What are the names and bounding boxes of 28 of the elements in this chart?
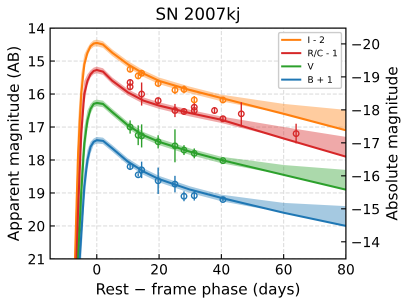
y2-tick-label: −15 [352,204,379,214]
y-tick-label: 16 [29,88,44,100]
y-tick-label: 18 [29,154,44,166]
legend-label: B + 1 [308,76,332,83]
y2-tick-label: −19 [352,72,380,82]
legend-label: V [308,62,314,70]
y-tick-label: 19 [29,188,44,198]
y-axis-title: Apparent magnitude (AB) [7,47,22,242]
y2-tick-label: −16 [352,170,380,182]
x-tick-label: 0 [93,264,100,275]
y-tick-label: 21 [28,254,44,264]
chart-title: SN 2007kj [156,7,239,24]
y2-tick-label: −20 [352,38,380,50]
y2-tick-label: −14 [352,236,380,248]
y-tick-label: 14 [29,23,44,34]
x-tick-label: 60 [276,264,292,275]
x-tick-label: 80 [338,264,354,275]
y2-tick-label: −18 [352,104,380,116]
y2-axis-title: Absolute magnitude [386,67,400,221]
legend-label: R/C - 1 [308,50,337,58]
y-tick-label: 15 [29,56,44,67]
x-tick-label: 20 [151,264,167,275]
legend-label: I - 2 [308,36,324,44]
y-tick-label: 17 [29,122,44,132]
y2-tick-label: −17 [352,138,379,148]
y-tick-label: 20 [28,220,44,232]
x-axis-title: Rest − frame phase (days) [97,282,300,298]
x-tick-label: 40 [213,264,230,275]
